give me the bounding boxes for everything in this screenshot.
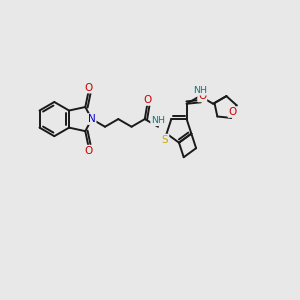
Text: NH: NH xyxy=(151,116,165,125)
Text: S: S xyxy=(162,134,168,145)
Text: NH: NH xyxy=(194,86,208,95)
Text: O: O xyxy=(84,82,92,93)
Text: N: N xyxy=(88,114,96,124)
Text: O: O xyxy=(228,107,237,117)
Text: O: O xyxy=(84,146,92,156)
Text: O: O xyxy=(143,95,151,105)
Text: O: O xyxy=(198,92,206,101)
